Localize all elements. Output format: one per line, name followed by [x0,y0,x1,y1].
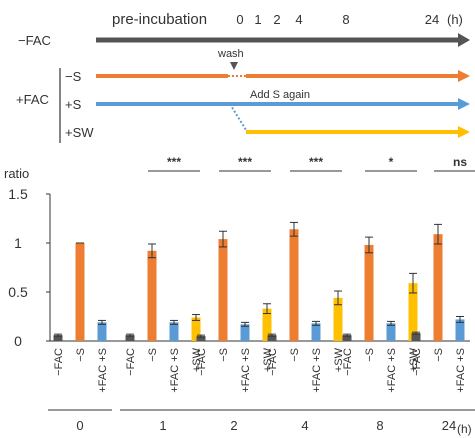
time-label-24: 24 [425,12,439,27]
group-time-label: 2 [230,418,237,433]
bar-category-label: +FAC +S [311,348,323,393]
minus-s-arrow-head [458,70,470,82]
bars [53,221,465,341]
bar-chart: ratio 00.511.5 *** *** *** * ns −FAC −S +FAC +… [4,155,475,436]
significance-markers: *** *** *** * ns [148,155,475,172]
bar-category-label: −FAC [411,348,423,376]
bar-category-label: −FAC [267,348,279,376]
bar-category-label: +FAC +S [455,348,467,393]
time-label-8: 8 [342,12,349,27]
time-label-2: 2 [273,12,280,27]
bar [240,324,250,341]
plus-sw-arrow-head [458,126,470,138]
bar [411,333,421,341]
x-tick-labels: −FAC −S +FAC +S 0 −FAC −S +FAC +S +SW 1 −FAC −S +FA… [48,347,475,433]
bar [333,297,343,341]
bar-category-label: +SW [408,347,420,372]
bar [147,250,157,341]
bar [364,244,374,341]
row-label-minus-fac: −FAC [18,33,51,48]
time-axis-labels: 0 1 2 4 8 24 [236,12,439,27]
y-tick-label: 1.5 [8,186,28,202]
minus-fac-arrow-head [458,33,470,47]
bar-category-label: −S [75,348,87,362]
bar-category-label: −FAC [53,348,65,376]
bar-category-label: −S [364,348,376,362]
bar-category-label: +SW [191,347,203,372]
bar-category-label: −FAC [342,348,354,376]
branch-label-plus-sw: +SW [65,125,94,140]
plus-s-arrow-head [458,98,470,110]
y-tick-label: 1 [14,235,22,251]
bar [191,317,201,341]
branch-label-minus-s: −S [65,69,82,84]
y-axis: 0 0.5 1 1.5 [8,186,470,349]
wash-label: wash [217,48,244,60]
time-label-4: 4 [295,12,302,27]
bar [125,335,135,341]
bar-group-8 [342,236,418,341]
wash-marker-icon [230,62,238,70]
significance-label: *** [309,155,323,169]
group-time-label: 24 [442,418,456,433]
y-tick-label: 0 [14,333,22,349]
bar-group-24 [411,223,465,341]
bar-category-label: +SW [262,347,274,372]
bar [75,243,85,341]
bar [169,322,179,341]
bar-group-2 [196,230,272,341]
bar [218,239,228,341]
bar-category-label: −S [433,348,445,362]
bar [289,229,299,341]
bar-category-label: +FAC +S [386,348,398,393]
plus-sw-branch-dotted [229,103,247,131]
bar [53,335,63,341]
time-label-1: 1 [254,12,261,27]
bar-category-label: +FAC +S [97,348,109,393]
time-label-0: 0 [236,12,243,27]
bar [455,319,465,341]
time-unit-label: (h) [447,12,463,27]
bar-category-label: +SW [333,347,345,372]
significance-label: *** [167,155,181,169]
bar [267,335,277,341]
bar [262,308,272,341]
significance-label: *** [238,155,252,169]
add-s-again-label: Add S again [250,89,310,101]
group-time-label: 8 [376,418,383,433]
bar-group-4 [267,221,343,341]
treatment-schematic: pre-incubation 0 1 2 4 8 24 (h) −FAC +FAC −S … [16,11,470,143]
bar-category-label: −S [218,348,230,362]
bar-category-label: −FAC [125,348,137,376]
bar [196,336,206,341]
significance-label: * [389,155,394,169]
row-label-plus-fac: +FAC [16,92,49,107]
bar [386,323,396,341]
bar-category-label: −FAC [196,348,208,376]
bar-group-0 [53,242,107,341]
bar [433,234,443,341]
group-time-label: 4 [301,418,308,433]
y-axis-label: ratio [4,166,29,181]
x-axis-unit: (h) [457,422,472,436]
group-time-label: 0 [76,418,83,433]
significance-label: ns [453,155,467,169]
branch-label-plus-s: +S [65,97,82,112]
bar-category-label: −S [147,348,159,362]
group-time-label: 1 [159,418,166,433]
bar [97,322,107,341]
y-tick-label: 0.5 [8,284,28,300]
bar [311,323,321,341]
bar-category-label: −S [289,348,301,362]
pre-incubation-label: pre-incubation [112,11,207,28]
bar [342,335,352,341]
bar-category-label: +FAC +S [240,348,252,393]
bar-category-label: +FAC +S [169,348,181,393]
bar [408,283,418,341]
bar-group-1 [125,243,201,341]
